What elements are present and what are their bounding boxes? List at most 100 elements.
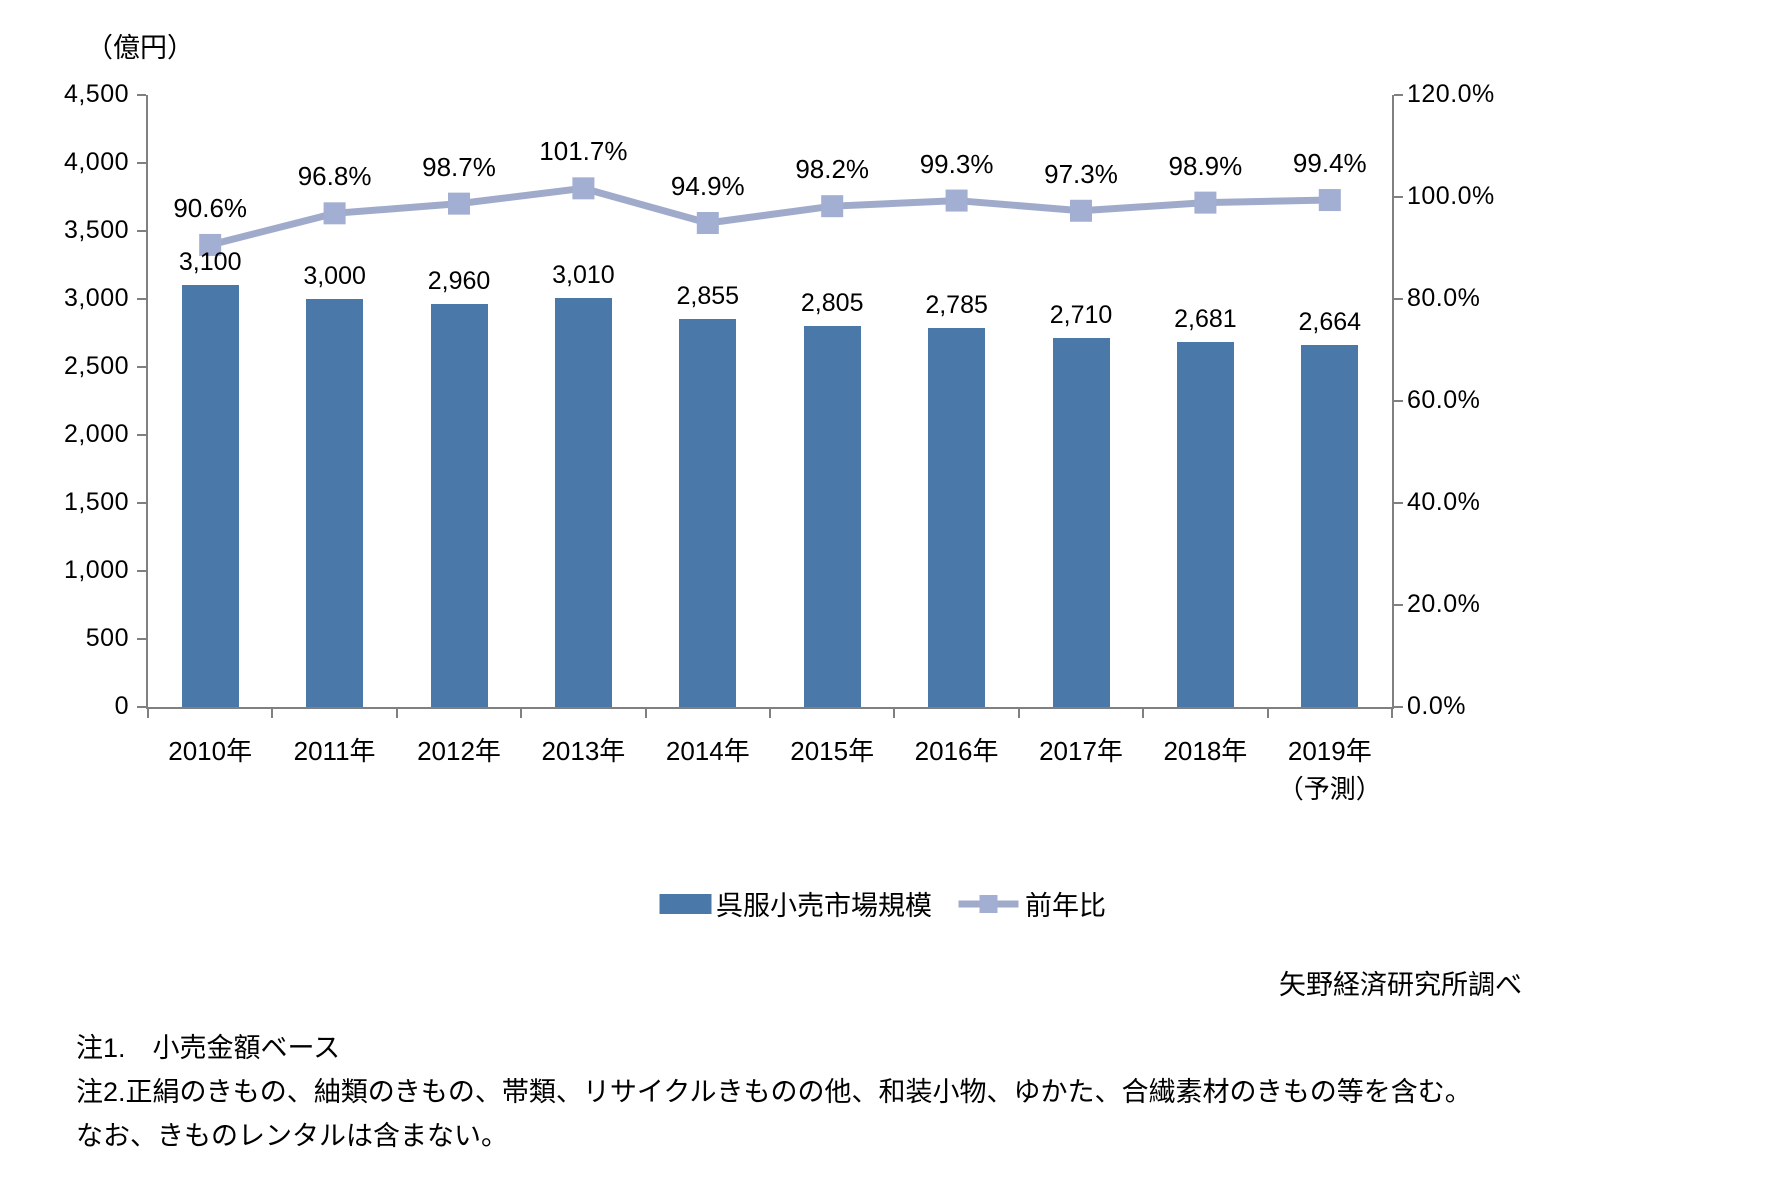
right-axis-tick xyxy=(1394,400,1403,402)
right-axis-tick xyxy=(1394,298,1403,300)
left-axis-tick xyxy=(137,298,146,300)
left-axis-tick xyxy=(137,434,146,436)
bar xyxy=(803,325,861,707)
bar-value-label: 3,100 xyxy=(178,248,242,277)
bar-value-label: 2,681 xyxy=(1174,305,1237,334)
bar-value-label: 2,805 xyxy=(800,288,864,317)
pct-value-label: 101.7% xyxy=(539,136,628,167)
left-axis-line xyxy=(146,95,148,709)
x-axis-tick xyxy=(893,709,896,718)
left-axis-tick xyxy=(137,230,146,232)
line-marker xyxy=(1318,189,1341,212)
x-axis-tick xyxy=(1266,709,1269,718)
line-series xyxy=(209,184,1330,249)
left-axis-tick xyxy=(137,570,146,572)
x-axis-tick xyxy=(1142,709,1145,718)
left-axis-tick-label: 500 xyxy=(85,624,129,652)
right-axis-tick xyxy=(1394,604,1403,606)
left-axis-tick-label: 0 xyxy=(114,692,129,720)
left-axis-tick-label: 3,000 xyxy=(63,284,129,312)
bar-value-label: 2,785 xyxy=(925,291,988,320)
bar xyxy=(1052,338,1110,707)
pct-value-label: 98.7% xyxy=(422,151,496,182)
left-axis-tick-label: 2,500 xyxy=(63,352,129,380)
line-series-swatch-icon xyxy=(958,894,1018,913)
right-axis-tick-label: 120.0% xyxy=(1407,80,1495,108)
bar xyxy=(430,304,488,707)
x-axis-label: 2018年 xyxy=(1163,736,1248,766)
x-axis-tick xyxy=(1017,709,1020,718)
left-axis-tick xyxy=(137,94,146,96)
footnote-3: なお、きものレンタルは含まない。 xyxy=(76,1121,508,1151)
left-axis-tick-label: 1,500 xyxy=(63,488,129,516)
bar xyxy=(1301,344,1359,707)
left-axis-unit-title: （億円） xyxy=(86,33,194,63)
x-axis-label: 2014年 xyxy=(665,736,750,766)
bar-value-label: 2,664 xyxy=(1298,307,1362,336)
bar xyxy=(928,328,986,707)
bar-value-label: 2,710 xyxy=(1049,301,1113,330)
right-axis-tick xyxy=(1394,94,1403,96)
x-axis-tick xyxy=(147,709,149,718)
left-axis-tick-label: 2,000 xyxy=(63,420,129,448)
legend-line-label: 前年比 xyxy=(1025,891,1106,921)
right-axis-line xyxy=(1392,95,1394,709)
x-axis-tick xyxy=(769,709,771,718)
right-axis-tick xyxy=(1394,196,1403,198)
x-axis-label: 2012年 xyxy=(417,736,501,766)
source-credit: 矢野経済研究所調べ xyxy=(1279,970,1522,1000)
pct-value-label: 98.9% xyxy=(1168,150,1243,181)
bar xyxy=(306,299,364,707)
right-axis-tick-label: 0.0% xyxy=(1407,692,1466,720)
left-axis-tick-label: 4,000 xyxy=(63,148,129,176)
left-axis-tick-label: 1,000 xyxy=(63,556,129,584)
bar xyxy=(1176,342,1234,707)
pct-value-label: 97.3% xyxy=(1044,158,1118,189)
right-axis-tick-label: 80.0% xyxy=(1407,284,1481,312)
x-axis-label: 2011年 xyxy=(293,736,376,766)
x-axis-line xyxy=(146,707,1394,709)
x-axis-label: 2010年 xyxy=(168,736,253,766)
x-axis-tick xyxy=(395,709,398,718)
pct-value-label: 94.9% xyxy=(670,171,745,201)
bar-value-label: 3,010 xyxy=(552,260,615,289)
right-axis-tick-label: 100.0% xyxy=(1407,182,1495,210)
footnotes: 注1. 小売金額ベース 注2.正絹のきもの、紬類のきもの、帯類、リサイクルきもの… xyxy=(76,1026,1472,1158)
footnote-2: 注2.正絹のきもの、紬類のきもの、帯類、リサイクルきものの他、和装小物、ゆかた、… xyxy=(76,1077,1472,1107)
x-axis-label-note: （予測） xyxy=(1277,774,1382,804)
left-axis-tick xyxy=(137,706,146,708)
left-axis-tick-label: 3,500 xyxy=(63,216,129,244)
left-axis-tick xyxy=(137,638,146,640)
bar-series-swatch-icon xyxy=(659,893,711,914)
line-marker xyxy=(448,192,470,215)
right-axis-tick-label: 20.0% xyxy=(1407,590,1481,618)
line-marker xyxy=(945,189,968,212)
x-axis-label: 2015年 xyxy=(790,736,875,766)
pct-value-label: 99.3% xyxy=(919,148,994,179)
left-axis-tick xyxy=(137,162,146,164)
line-marker xyxy=(1194,191,1217,214)
legend-item-line: 前年比 xyxy=(956,884,1106,923)
line-marker xyxy=(696,212,719,235)
right-axis-tick-label: 60.0% xyxy=(1407,386,1481,414)
x-axis-tick xyxy=(271,709,274,718)
x-axis-label: 2013年 xyxy=(541,736,626,766)
pct-value-label: 98.2% xyxy=(795,154,870,185)
x-axis-label: 2016年 xyxy=(914,736,999,766)
legend-bar-label: 呉服小売市場規模 xyxy=(716,891,932,921)
bar-value-label: 3,000 xyxy=(303,262,366,290)
line-marker xyxy=(1070,199,1092,222)
left-axis-tick xyxy=(137,366,146,368)
pct-value-label: 99.4% xyxy=(1292,148,1367,179)
line-marker xyxy=(821,195,844,218)
pct-value-label: 96.8% xyxy=(297,161,372,192)
left-axis-tick xyxy=(137,502,146,504)
legend-item-bar: 呉服小売市場規模 xyxy=(659,884,932,923)
x-axis-tick xyxy=(1391,709,1393,718)
footnote-1: 注1. 小売金額ベース xyxy=(76,1033,341,1063)
bar xyxy=(181,285,239,707)
right-axis-tick-label: 40.0% xyxy=(1407,488,1481,516)
line-marker xyxy=(572,177,595,200)
